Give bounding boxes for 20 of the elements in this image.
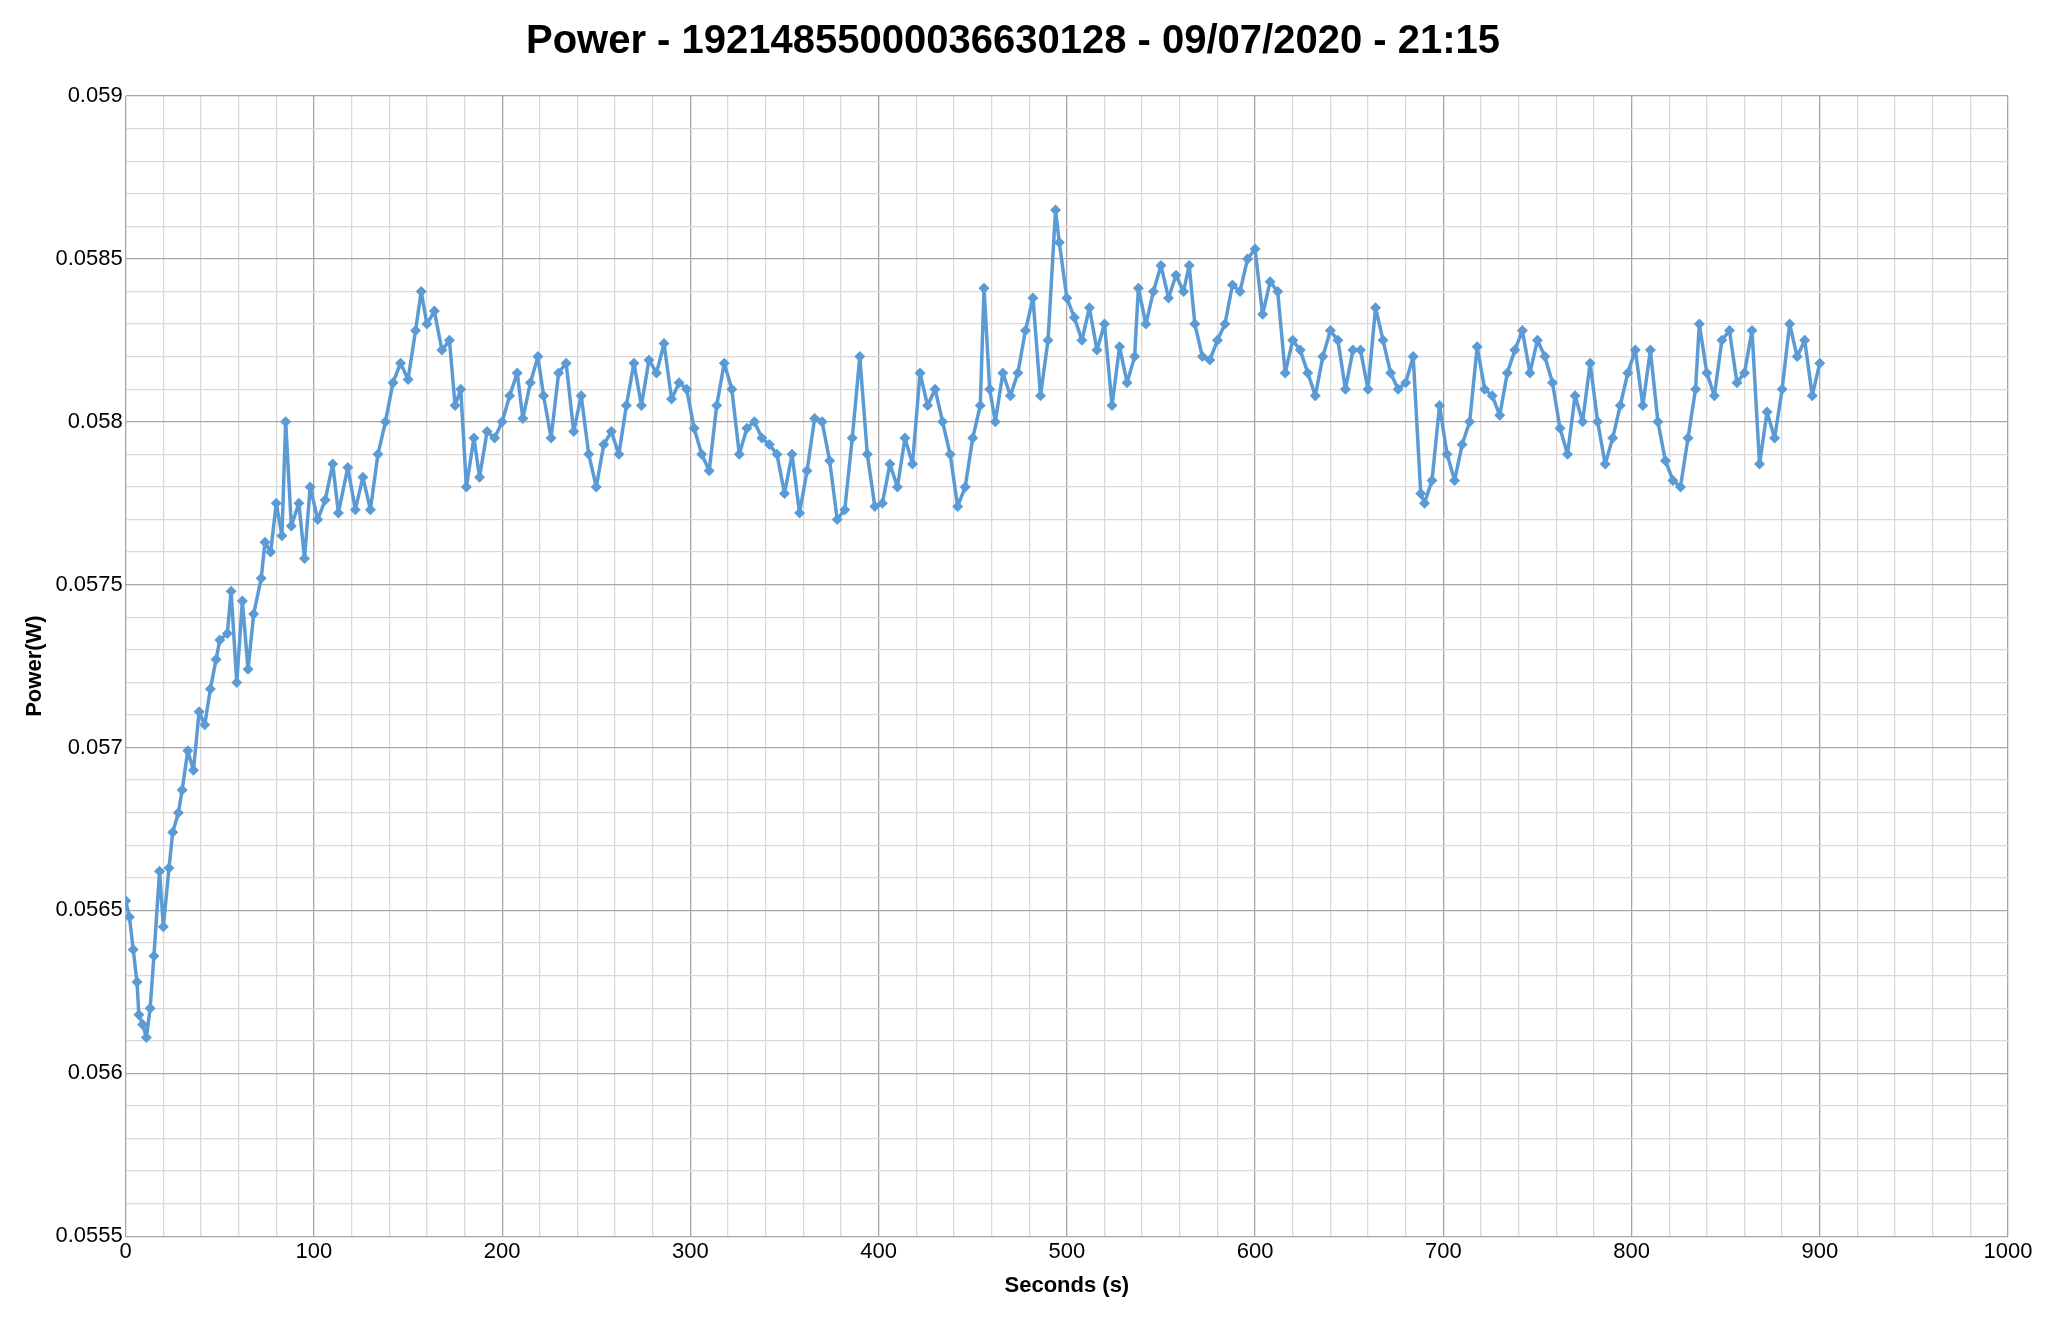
x-tick-label: 400 — [860, 1238, 897, 1264]
x-tick-label: 500 — [1048, 1238, 1086, 1264]
y-tick-label: 0.057 — [67, 733, 123, 759]
x-tick-label: 600 — [1236, 1238, 1274, 1264]
y-tick-label: 0.0565 — [55, 896, 123, 922]
y-tick-label: 0.059 — [67, 82, 123, 108]
x-tick-label: 900 — [1801, 1238, 1839, 1264]
x-tick-label: 100 — [295, 1238, 333, 1264]
x-tick-label: 1000 — [1983, 1238, 2033, 1264]
y-tick-label: 0.0585 — [55, 244, 123, 270]
chart-title: Power - 19214855000036630128 - 09/07/2020 - 21:15 — [525, 17, 1501, 62]
x-tick-label: 700 — [1424, 1238, 1462, 1264]
x-tick-label: 800 — [1613, 1238, 1650, 1264]
y-tick-label: 0.0575 — [55, 570, 123, 596]
x-tick-label: 200 — [483, 1238, 521, 1264]
y-tick-label: 0.058 — [67, 407, 123, 433]
x-axis-title: Seconds (s) — [1004, 1271, 1130, 1297]
y-axis-title: Power(W) — [21, 615, 47, 717]
y-tick-label: 0.056 — [67, 1059, 123, 1085]
x-tick-label: 300 — [672, 1238, 709, 1264]
